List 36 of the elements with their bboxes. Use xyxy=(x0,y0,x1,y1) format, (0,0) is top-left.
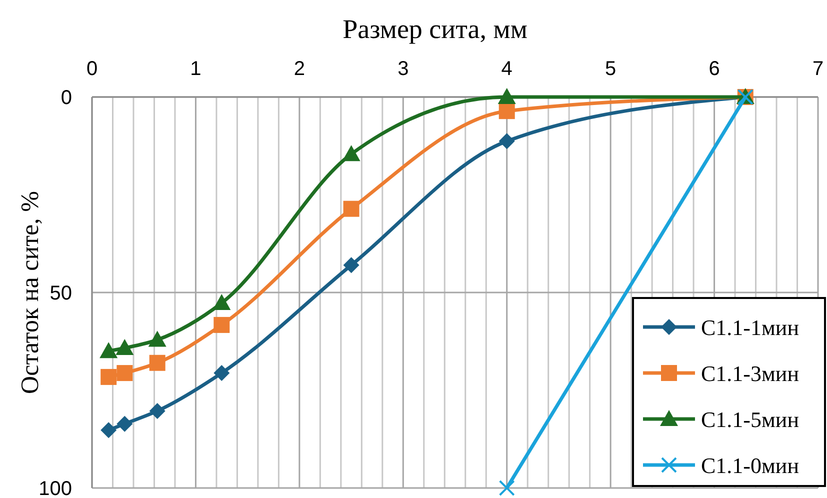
point xyxy=(343,257,360,274)
point xyxy=(100,342,118,358)
point xyxy=(342,145,360,162)
x-axis-title: Размер сита, мм xyxy=(342,14,528,44)
point xyxy=(498,480,515,496)
point xyxy=(214,365,230,382)
point xyxy=(149,402,166,419)
x-tick-label: 6 xyxy=(708,58,720,80)
y-tick-label: 100 xyxy=(38,478,72,498)
x-tick-label: 4 xyxy=(501,58,512,80)
y-tick-label: 0 xyxy=(60,87,72,109)
x-tick-label: 3 xyxy=(398,58,409,80)
y-axis-title: Остаток на сите, % xyxy=(17,191,44,394)
point xyxy=(214,316,230,333)
x-tick-label: 1 xyxy=(190,58,202,80)
point xyxy=(498,103,515,120)
y-tick-label: 50 xyxy=(50,282,72,304)
point xyxy=(148,330,166,347)
point xyxy=(116,365,133,382)
point xyxy=(100,422,117,438)
x-tick-label: 5 xyxy=(605,58,616,80)
point xyxy=(100,368,117,385)
legend-label: C1.1-0мин xyxy=(701,453,800,478)
legend-label: C1.1-5мин xyxy=(701,407,800,432)
x-tick-label: 0 xyxy=(86,58,98,80)
point xyxy=(116,416,133,432)
point xyxy=(343,200,360,217)
x-tick-label: 7 xyxy=(812,58,824,80)
point xyxy=(149,354,166,371)
point xyxy=(498,133,515,150)
point xyxy=(212,294,231,310)
point xyxy=(116,339,134,356)
x-tick-label: 2 xyxy=(294,58,305,80)
point xyxy=(498,88,516,104)
legend-label: C1.1-3мин xyxy=(701,361,800,386)
legend-label: C1.1-1мин xyxy=(701,315,800,340)
